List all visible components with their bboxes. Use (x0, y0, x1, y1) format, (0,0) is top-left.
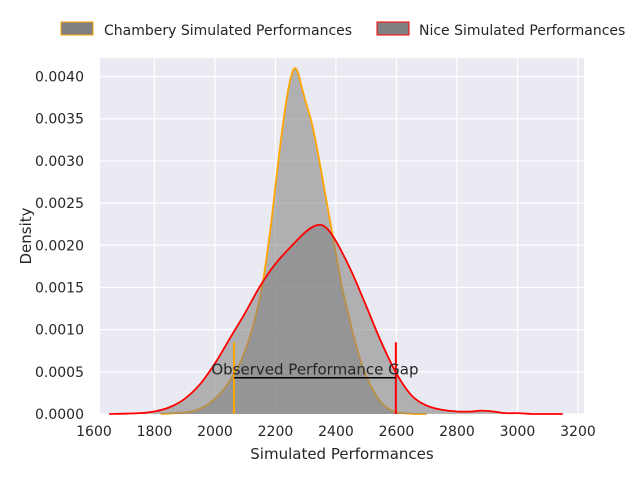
annotation-layer: Observed Performance Gap (211, 361, 418, 379)
y-tick-label: 0.0005 (35, 365, 84, 381)
y-tick-label: 0.0015 (35, 280, 84, 296)
y-tick-label: 0.0020 (35, 238, 84, 254)
axis-ticks: 1600 1800 2000 2200 2400 2600 2800 3000 3200 0.00… (35, 70, 596, 440)
y-tick-label: 0.0025 (35, 196, 84, 212)
x-tick-label: 1800 (137, 424, 173, 440)
y-axis-title: Density (17, 207, 35, 264)
density-area-chambery (160, 68, 427, 414)
y-tick-label: 0.0035 (35, 112, 84, 128)
density-line-nice (109, 223, 563, 415)
y-tick-label: 0.0010 (35, 323, 84, 339)
legend: Chambery Simulated Performances Nice Sim… (60, 21, 625, 39)
x-tick-label: 2600 (379, 424, 415, 440)
series-layer (109, 67, 563, 415)
x-tick-label: 2400 (318, 424, 354, 440)
legend-swatch-chambery (60, 21, 94, 36)
x-tick-label: 3000 (500, 424, 536, 440)
y-tick-label: 0.0000 (35, 407, 84, 423)
x-axis-title: Simulated Performances (250, 445, 434, 463)
legend-label-nice: Nice Simulated Performances (419, 23, 625, 39)
x-tick-label: 1600 (76, 424, 112, 440)
x-tick-label: 2200 (258, 424, 294, 440)
x-tick-label: 3200 (560, 424, 596, 440)
x-tick-label: 2800 (439, 424, 475, 440)
y-tick-label: 0.0040 (35, 70, 84, 86)
legend-label-chambery: Chambery Simulated Performances (104, 23, 352, 39)
observed-gap-label: Observed Performance Gap (211, 361, 418, 379)
legend-swatch-nice (376, 21, 410, 36)
density-area-nice (109, 224, 563, 414)
x-tick-label: 2000 (197, 424, 233, 440)
y-tick-label: 0.0030 (35, 154, 84, 170)
